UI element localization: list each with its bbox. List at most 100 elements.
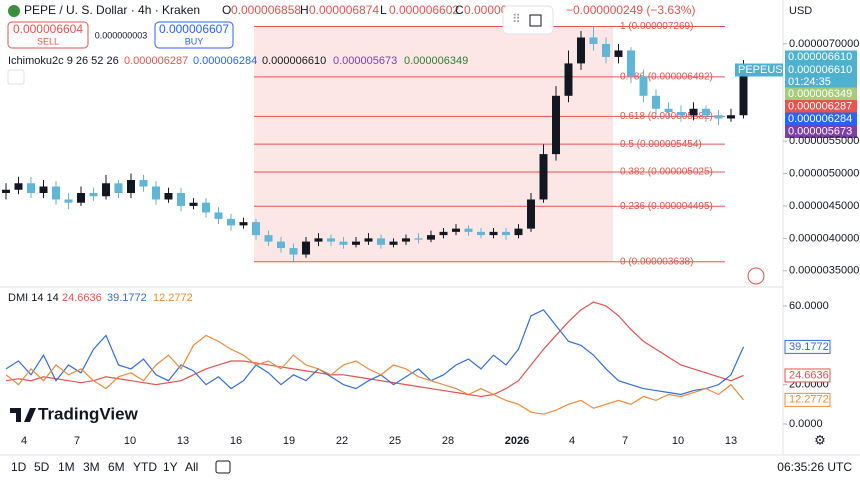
dmi-title: DMI 14 14 <box>8 292 59 304</box>
candle-body <box>139 180 148 187</box>
range-button[interactable]: 3M <box>83 460 100 474</box>
candle-body <box>364 238 373 242</box>
sell-price: 0.000006604 <box>13 22 83 36</box>
x-tick-label: 16 <box>230 435 242 447</box>
candle-body <box>352 241 360 245</box>
candle-body <box>439 231 448 236</box>
indicator-badge: 0.000006284 <box>788 113 852 125</box>
candle-body <box>164 192 173 200</box>
candle-body <box>502 231 510 236</box>
candle-body <box>702 108 710 116</box>
candle-body <box>14 183 23 190</box>
y-tick-label: 0.0000045000 <box>789 200 859 212</box>
sell-button[interactable] <box>7 21 89 49</box>
fib-label: 0.236 (0.000004495) <box>620 201 713 212</box>
ohlc-value: 0.000006858 <box>231 3 301 17</box>
symbol-title: PEPE / U. S. Dollar · 4h · Kraken <box>24 3 200 17</box>
clock: 06:35:26 UTC <box>777 460 852 474</box>
settings-icon[interactable]: ⚙ <box>814 432 826 447</box>
candle-body <box>627 50 635 77</box>
y-tick-label: 60.0000 <box>789 300 829 312</box>
candle-body <box>464 228 473 232</box>
ohlc-key: L <box>380 3 387 17</box>
fib-label: 0.618 (0.000005882) <box>620 111 713 122</box>
candle-body <box>127 180 135 193</box>
dmi-legend-value: 12.2772 <box>153 292 193 304</box>
candle-body <box>589 37 598 44</box>
range-button[interactable]: 1Y <box>163 460 178 474</box>
candle-body <box>177 192 185 206</box>
range-button[interactable]: 1D <box>11 460 27 474</box>
candle-body <box>664 108 673 113</box>
dmi-badge: 39.1772 <box>789 341 829 353</box>
spread: 0.000000003 <box>95 30 148 40</box>
x-tick-label: 13 <box>177 435 189 447</box>
dmi-values: 24.6636 39.1772 12.2772 <box>62 292 193 304</box>
indicator-badge-bg <box>785 87 857 101</box>
candle-body <box>552 95 560 155</box>
indicator-value: 0.000006610 <box>262 55 326 67</box>
candle-body <box>402 238 410 242</box>
y-tick-label: 0.0000050000 <box>789 167 859 179</box>
candle-body <box>277 241 285 249</box>
symbol-badge-bg <box>735 63 783 77</box>
range-button[interactable]: All <box>185 460 198 474</box>
dmi-badge-bg <box>784 392 831 407</box>
range-button[interactable]: 1M <box>58 460 75 474</box>
dmi-legend-value: 39.1772 <box>107 292 147 304</box>
brand-logo <box>10 408 36 422</box>
range-button[interactable]: 5D <box>34 460 50 474</box>
dmi-badge: 12.2772 <box>789 394 829 406</box>
range-button[interactable]: 6M <box>108 460 125 474</box>
indicator-badge: 0.000006349 <box>788 88 852 100</box>
candle-body <box>527 199 535 229</box>
fib-label: 1 (0.000007269) <box>620 21 693 32</box>
sell-label: SELL <box>37 36 59 46</box>
indicator-badge: 0.000005673 <box>788 125 852 137</box>
x-tick-label: 22 <box>336 435 348 447</box>
date-range-icon[interactable] <box>215 460 231 474</box>
x-tick-label: 28 <box>442 435 454 447</box>
collapse-button[interactable] <box>7 69 25 85</box>
x-tick-label: 19 <box>283 435 295 447</box>
buy-price: 0.000006607 <box>159 22 229 36</box>
last-price-badge: 0.000006610 <box>788 64 852 76</box>
dmi-line <box>5 309 745 396</box>
candle-body <box>564 63 573 96</box>
widget-box[interactable] <box>502 5 554 35</box>
candle-body <box>602 43 610 57</box>
candle-body <box>514 228 523 236</box>
candle-body <box>614 50 623 57</box>
candle-body <box>377 238 385 245</box>
candle-body <box>77 192 85 203</box>
candle-body <box>452 228 460 232</box>
indicator-badge-bg <box>785 125 857 138</box>
candle-body <box>489 231 498 236</box>
countdown-badge-bg <box>785 75 857 89</box>
candle-body <box>189 202 198 206</box>
range-button[interactable]: YTD <box>133 460 157 474</box>
dmi-line <box>5 301 744 398</box>
brand-name: TradingView <box>38 404 139 423</box>
symbol-icon <box>8 5 20 17</box>
candle-body <box>114 183 123 193</box>
candle-body <box>239 222 248 226</box>
buy-label: BUY <box>185 36 204 46</box>
candle-body <box>2 189 10 193</box>
candle-body <box>714 115 723 119</box>
candle-body <box>214 212 223 219</box>
dmi-badge-bg <box>784 368 831 383</box>
x-tick-label: 7 <box>74 435 80 447</box>
drag-handle: ⠿ <box>512 12 521 26</box>
indicator-value: 0.000006287 <box>124 55 188 67</box>
candle-body <box>652 95 660 109</box>
indicator-badge-bg <box>785 112 857 126</box>
candle-body <box>302 241 310 255</box>
x-tick-label: 7 <box>622 435 628 447</box>
x-tick-label: 2026 <box>505 435 529 447</box>
ohlc-value: 0.000006602 <box>389 3 459 17</box>
ohlc-key: H <box>300 3 309 17</box>
buy-button[interactable] <box>154 21 234 49</box>
